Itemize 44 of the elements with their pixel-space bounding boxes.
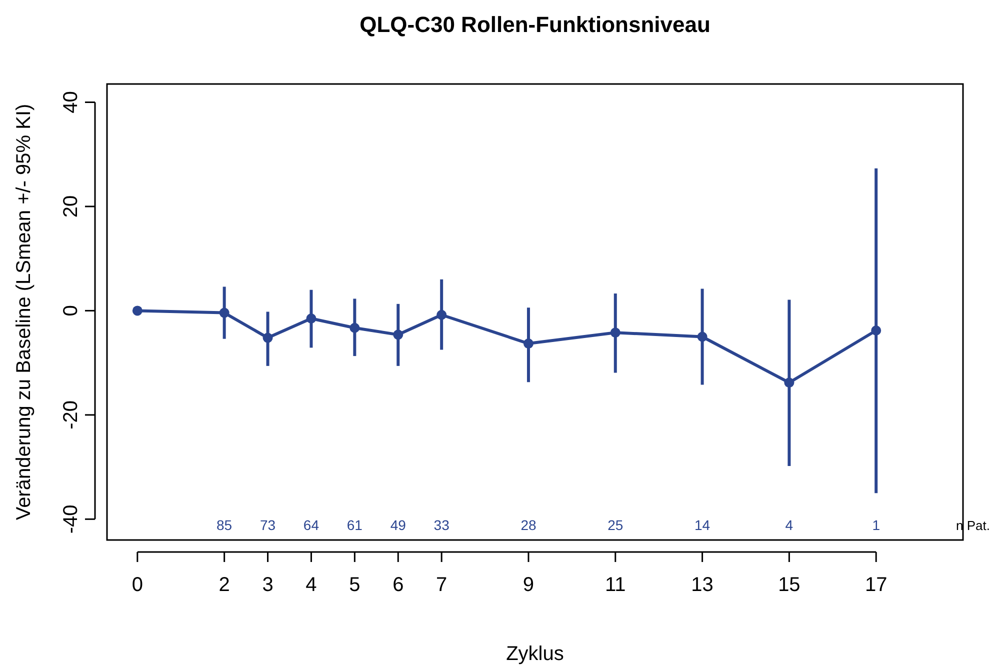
annotation: 25 [608,517,624,533]
annotation: 4 [785,517,794,533]
x-tick-label: 3 [262,574,274,596]
point [350,322,360,333]
y-tick-label: 0 [60,305,82,316]
x-tick-label: 11 [605,574,626,596]
chart-title: QLQ-C30 Rollen-Funktionsniveau [360,12,710,37]
x-tick-label: 2 [218,574,230,596]
x-tick-label: 9 [522,574,534,596]
x-tick-label: 13 [691,574,714,596]
point [871,326,882,336]
annotation: 85 [216,517,232,533]
annotation: 28 [520,517,536,533]
x-tick-label: 0 [132,574,143,596]
x-axis-title: Zyklus [506,643,564,665]
point [610,328,620,338]
point [436,310,447,320]
y-tick-label: -20 [60,400,82,430]
annotation: 64 [303,517,320,533]
x-tick-label: 5 [349,574,360,596]
point [306,314,316,324]
annotation: 73 [260,517,276,533]
point [132,306,142,316]
x-tick-label: 7 [436,574,448,596]
point [393,330,404,340]
y-tick-label: 20 [60,195,82,218]
y-tick-label: 40 [60,91,82,114]
annotation: 61 [346,517,363,533]
annotation: n Pat. [956,518,990,533]
x-tick-label: 15 [778,574,800,596]
point [523,338,534,349]
x-tick-label: 6 [392,574,404,596]
point [262,332,273,343]
y-axis-title: Veränderung zu Baseline (LSmean +/- 95% KI) [13,104,35,520]
x-tick-label: 4 [306,574,317,596]
annotation: 49 [390,517,406,533]
y-tick-label: -40 [60,504,82,534]
point [784,378,794,388]
annotation: 14 [694,517,710,533]
x-tick-label: 17 [864,574,888,596]
point [697,332,708,342]
point [219,308,230,318]
annotation: 1 [872,517,880,533]
annotation: 33 [434,517,450,533]
